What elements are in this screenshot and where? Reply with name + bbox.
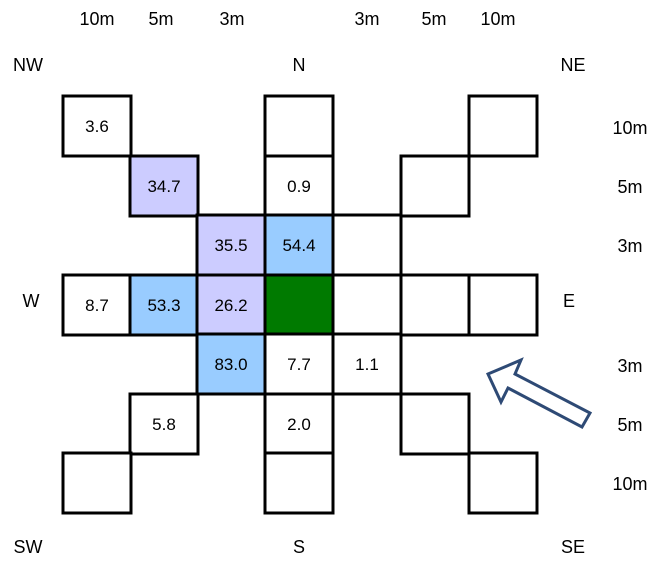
grid-cell-se-5 <box>399 392 471 456</box>
top-distance-label-w5: 5m <box>148 9 173 29</box>
grid-cell-ne-3 <box>331 213 403 277</box>
cell-value-n-3: 54.4 <box>282 236 315 255</box>
compass-labels: NW N NE W E SW S SE <box>13 55 586 557</box>
grid-cell-sw-5: 5.8 <box>128 392 200 456</box>
cell-box-center <box>263 273 335 337</box>
cell-box-sw-10 <box>61 451 133 515</box>
cell-value-n-5: 0.9 <box>287 177 311 196</box>
cell-box-se-5 <box>399 392 471 456</box>
right-distance-label-s10: 10m <box>612 474 647 494</box>
grid-cell-nw-5: 34.7 <box>128 154 200 218</box>
right-distance-label-s3: 3m <box>617 356 642 376</box>
grid-cell-e-3 <box>331 273 403 337</box>
compass-label-w: W <box>23 291 40 311</box>
cell-box-sw-5 <box>128 392 200 456</box>
cell-box-se-10 <box>467 451 539 515</box>
top-distance-label-w3: 3m <box>219 9 244 29</box>
cell-box-e-3 <box>331 273 403 337</box>
grid-cell-w-10: 8.7 <box>61 273 133 337</box>
top-distance-label-e5: 5m <box>421 9 446 29</box>
cell-value-nw-10: 3.6 <box>85 117 109 136</box>
right-distance-labels: 10m 5m 3m 3m 5m 10m <box>612 118 647 494</box>
compass-label-n: N <box>293 55 306 75</box>
cell-box-s-3 <box>263 332 335 396</box>
cell-box-s-10 <box>263 451 335 515</box>
grid-cell-s-3: 7.7 <box>263 332 335 396</box>
cell-box-se-3 <box>331 332 403 396</box>
grid-cell-w-3: 26.2 <box>195 273 267 337</box>
cell-box-nw-5 <box>128 154 200 218</box>
grid-cell-nw-10: 3.6 <box>61 94 133 158</box>
cell-box-s-5 <box>263 392 335 456</box>
cell-box-ne-5 <box>399 154 471 218</box>
top-distance-label-e3: 3m <box>354 9 379 29</box>
cell-value-nw-3: 35.5 <box>214 236 247 255</box>
right-distance-label-n10: 10m <box>612 118 647 138</box>
grid-cell-e-5 <box>399 273 471 337</box>
cell-box-ne-10 <box>467 94 539 158</box>
grid-cell-ne-10 <box>467 94 539 158</box>
cell-box-nw-10 <box>61 94 133 158</box>
grid-cell-e-10 <box>467 273 539 337</box>
compass-label-nw: NW <box>13 55 43 75</box>
grid-cell-sw-3: 83.0 <box>195 332 267 396</box>
right-distance-label-s5: 5m <box>617 415 642 435</box>
cell-value-nw-5: 34.7 <box>147 177 180 196</box>
cell-value-sw-3: 83.0 <box>214 355 247 374</box>
wind-direction-arrow <box>485 357 593 430</box>
grid-cell-s-10 <box>263 451 335 515</box>
cell-value-se-3: 1.1 <box>355 355 379 374</box>
grid-cell-n-10 <box>263 94 335 158</box>
grid-cell-sw-10 <box>61 451 133 515</box>
grid-cell-s-5: 2.0 <box>263 392 335 456</box>
grid-cells: 3.6 34.7 0.9 35.5 54.4 8.7 53.3 26.2 83.0 7.7 1.1 5… <box>61 94 539 515</box>
grid-cell-n-3: 54.4 <box>263 213 335 277</box>
cell-box-n-10 <box>263 94 335 158</box>
right-distance-label-n5: 5m <box>617 177 642 197</box>
grid-cell-n-5: 0.9 <box>263 154 335 218</box>
cell-box-ne-3 <box>331 213 403 277</box>
right-distance-label-n3: 3m <box>617 236 642 256</box>
compass-label-sw: SW <box>14 537 43 557</box>
grid-cell-se-3: 1.1 <box>331 332 403 396</box>
cell-value-sw-5: 5.8 <box>152 415 176 434</box>
grid-cell-se-10 <box>467 451 539 515</box>
grid-cell-nw-3: 35.5 <box>195 213 267 277</box>
top-distance-labels: 10m 5m 3m 3m 5m 10m <box>79 9 515 29</box>
cell-box-w-10 <box>61 273 133 337</box>
compass-label-e: E <box>563 291 575 311</box>
cell-box-e-10 <box>467 273 539 337</box>
compass-label-s: S <box>293 537 305 557</box>
cell-value-s-5: 2.0 <box>287 415 311 434</box>
arrow-icon <box>485 357 593 430</box>
cell-value-s-3: 7.7 <box>287 355 311 374</box>
cell-box-e-5 <box>399 273 471 337</box>
grid-cell-ne-5 <box>399 154 471 218</box>
grid-cell-w-5: 53.3 <box>128 273 200 337</box>
top-distance-label-w10: 10m <box>79 9 114 29</box>
cell-box-sw-3 <box>195 332 267 396</box>
cell-value-w-10: 8.7 <box>85 296 109 315</box>
cell-value-w-5: 53.3 <box>147 296 180 315</box>
cell-box-w-3 <box>195 273 267 337</box>
compass-label-se: SE <box>561 537 585 557</box>
grid-cell-center <box>263 273 335 337</box>
top-distance-label-e10: 10m <box>480 9 515 29</box>
cell-value-w-3: 26.2 <box>214 296 247 315</box>
compass-label-ne: NE <box>560 55 585 75</box>
